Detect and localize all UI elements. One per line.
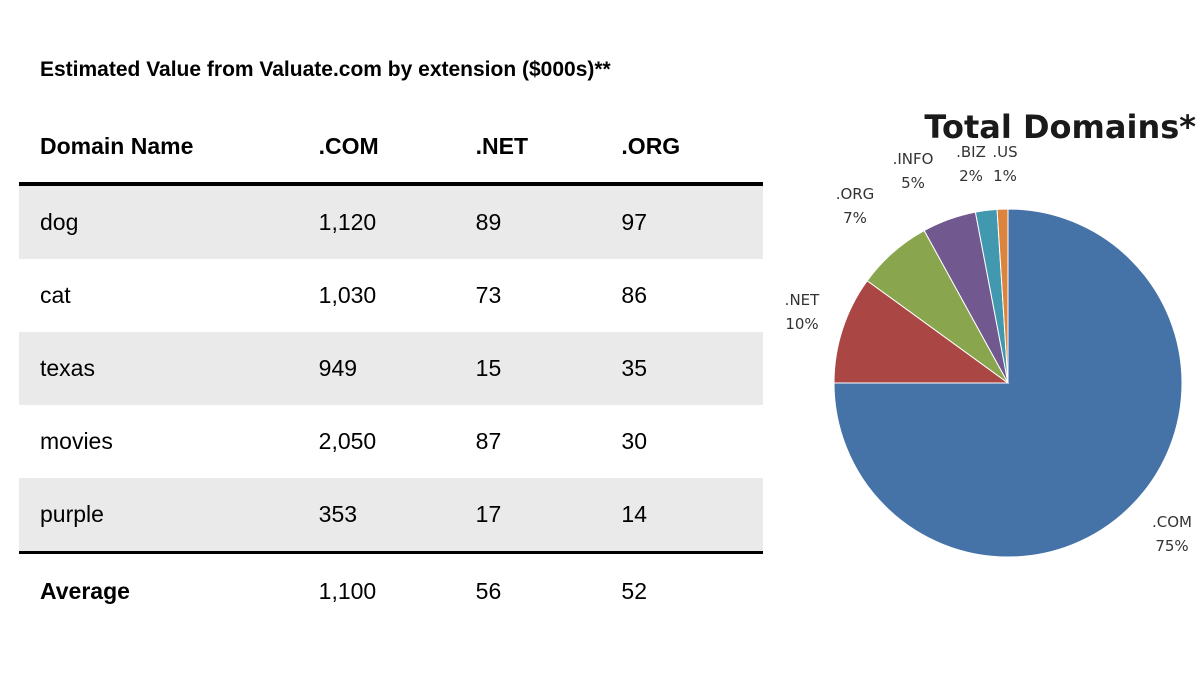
pie-label-percent: 10% — [785, 315, 818, 333]
pie-label-name: .INFO — [893, 150, 934, 168]
table-row: purple 353 17 14 — [19, 478, 763, 553]
pie-chart: Total Domains* .COM 75% .NET 10% .ORG 7% .INFO… — [785, 108, 1196, 558]
header-domain-name: Domain Name — [40, 132, 194, 159]
pie-slice-us — [996, 208, 1009, 384]
cell-domain: cat — [40, 282, 71, 308]
cell-com: 1,120 — [297, 184, 455, 259]
pie-label-name: .BIZ — [956, 143, 986, 161]
cell-domain: movies — [40, 428, 113, 454]
cell-net: 89 — [454, 184, 601, 259]
cell-org: 86 — [621, 282, 648, 308]
footer-com: 1,100 — [318, 577, 377, 604]
cell-com: 949 — [297, 332, 455, 405]
table-row: cat 1,030 73 86 — [19, 259, 763, 332]
cell-org: 97 — [600, 184, 763, 259]
table-footer-row: Average 1,100 56 52 — [19, 553, 763, 629]
cell-org: 35 — [600, 332, 763, 405]
pie-slices — [833, 208, 1183, 558]
cell-org: 30 — [621, 428, 648, 454]
pie-slice-net — [833, 280, 1010, 384]
header-org: .ORG — [621, 132, 681, 159]
cell-domain: purple — [19, 478, 298, 553]
cell-com: 2,050 — [318, 428, 377, 454]
pie-label-name: .US — [992, 143, 1017, 161]
pie-label-percent: 5% — [901, 174, 925, 192]
footer-net: 56 — [475, 577, 502, 604]
pie-title: Total Domains* — [924, 108, 1196, 146]
footer-label: Average — [40, 577, 130, 604]
value-table: Domain Name .COM .NET .ORG dog 1,120 89 … — [19, 110, 763, 628]
pie-label-percent: 7% — [843, 209, 867, 227]
footer-org: 52 — [621, 577, 648, 604]
pie-labels: .COM 75% .NET 10% .ORG 7% .INFO 5% .BIZ 2% .US 1% — [785, 143, 1192, 555]
cell-domain: texas — [19, 332, 298, 405]
table-title: Estimated Value from Valuate.com by exte… — [40, 58, 611, 81]
cell-com: 353 — [297, 478, 455, 553]
pie-label-percent: 1% — [993, 167, 1017, 185]
table-row: dog 1,120 89 97 — [19, 184, 763, 259]
cell-org: 14 — [600, 478, 763, 553]
pie-label-name: .NET — [785, 291, 820, 309]
cell-net: 15 — [454, 332, 601, 405]
cell-com: 1,030 — [318, 282, 377, 308]
table-row: texas 949 15 35 — [19, 332, 763, 405]
header-net: .NET — [475, 132, 529, 159]
pie-label-name: .ORG — [836, 185, 875, 203]
cell-net: 87 — [475, 428, 502, 454]
table-header-row: Domain Name .COM .NET .ORG — [19, 110, 763, 184]
header-com: .COM — [318, 132, 379, 159]
table-row: movies 2,050 87 30 — [19, 405, 763, 478]
pie-label-name: .COM — [1152, 513, 1192, 531]
cell-net: 17 — [454, 478, 601, 553]
pie-label-percent: 2% — [959, 167, 983, 185]
cell-net: 73 — [475, 282, 502, 308]
cell-domain: dog — [19, 184, 298, 259]
pie-label-percent: 75% — [1155, 537, 1188, 555]
